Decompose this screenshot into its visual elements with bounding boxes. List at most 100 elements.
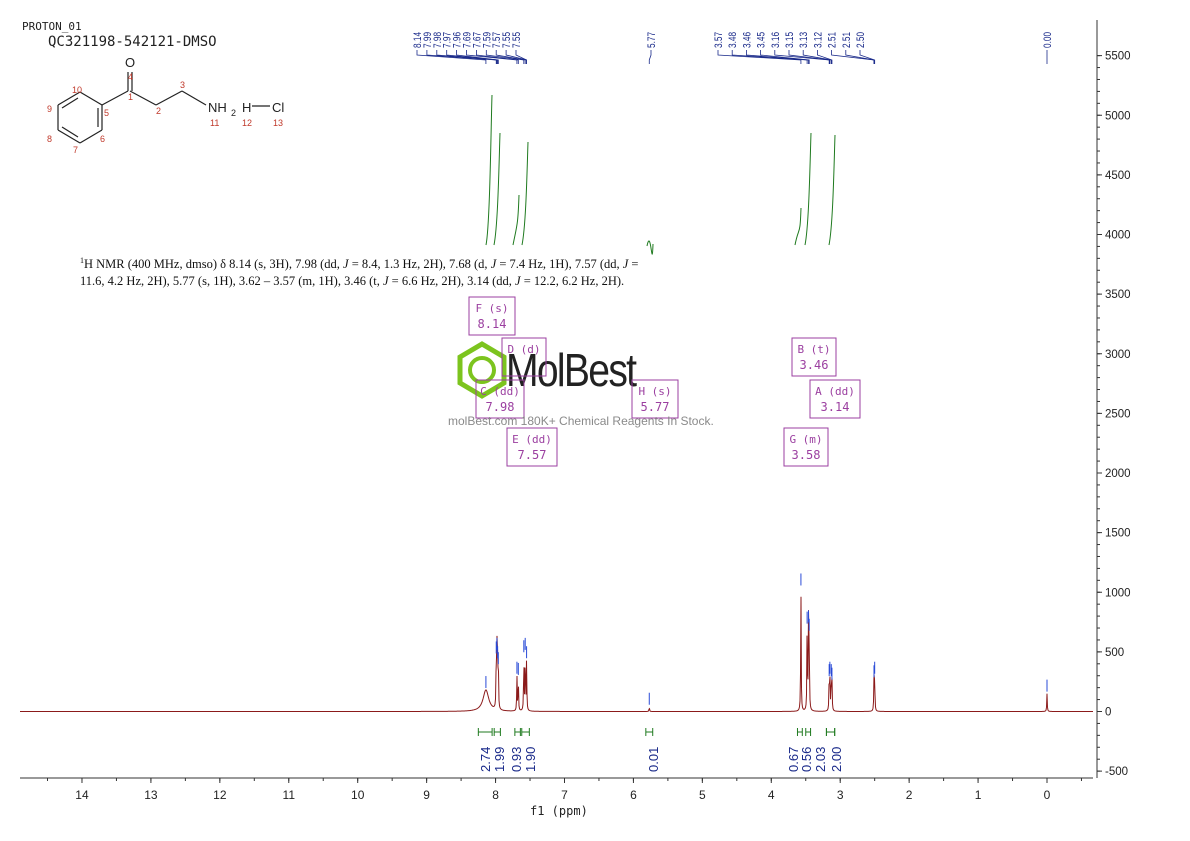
integral-curve: [794, 207, 802, 246]
multiplet-shift: 5.77: [641, 400, 670, 414]
multiplet-box-D: D (d): [501, 337, 547, 377]
integral-curve: [804, 132, 812, 246]
summary-j-1: J: [343, 257, 349, 272]
multiplet-box-H: H (s) 5.77: [631, 379, 679, 419]
x-tick-label: 11: [283, 788, 296, 802]
multiplet-shift: 8.14: [478, 317, 507, 331]
peak-label: 7.55: [501, 32, 513, 48]
integral-value: 0.93: [509, 747, 524, 772]
integral-value: 0.01: [646, 747, 661, 772]
peak-label: 3.12: [812, 32, 824, 48]
peak-label: 7.96: [452, 32, 464, 48]
x-tick-label: 4: [768, 788, 775, 802]
x-tick-label: 7: [561, 788, 568, 802]
peak-label: 2.50: [855, 31, 867, 48]
integral-curve: [828, 134, 836, 246]
peak-label: 2.51: [841, 32, 853, 48]
multiplet-frame: [809, 379, 861, 419]
peak-label-group-3: 3.57 3.48 3.46 3.45 3.16 3.15 3.13 3.12 2.51 2.51…: [713, 31, 876, 64]
y-tick-label: 0: [1105, 707, 1111, 719]
atom-number-6: 6: [100, 134, 105, 144]
peak-label-group-1: 8.147.997.987.977.967.697.677.597.577.55…: [412, 31, 527, 64]
sample-name: QC321198-542121-DMSO: [48, 34, 217, 50]
peak-label: 3.16: [770, 32, 782, 48]
y-tick-label: -500: [1105, 766, 1128, 778]
y-tick-label: 1500: [1105, 528, 1131, 540]
integral-curve: [493, 132, 501, 246]
atom-o: O: [125, 55, 135, 70]
peak-label: 7.67: [471, 32, 483, 48]
multiplet-shift: 3.14: [821, 400, 850, 414]
integral-value: 2.03: [813, 747, 828, 772]
y-tick-label: 3000: [1105, 349, 1131, 361]
y-tick-label: 1000: [1105, 587, 1131, 599]
multiplet-shift: 7.57: [518, 448, 547, 462]
x-tick-label: 9: [423, 788, 430, 802]
y-tick-label: 3500: [1105, 289, 1131, 301]
peak-label: 0.00: [1042, 31, 1054, 48]
y-tick-label: 4000: [1105, 230, 1131, 242]
watermark-tagline: molBest.com 180K+ Chemical Reagents In S…: [448, 414, 714, 428]
atom-h: H: [242, 100, 251, 115]
atom-nh-subscript: 2: [231, 108, 236, 118]
multiplet-box-B: B (t) 3.46: [791, 337, 837, 377]
peak-label-leader: [845, 50, 875, 64]
atom-number-7: 7: [73, 145, 78, 155]
summary-j-2: J: [490, 257, 497, 272]
x-tick-label: 3: [837, 788, 844, 802]
summary-j-5: J: [515, 274, 521, 289]
summary-j-3: J: [622, 257, 629, 272]
peak-label: 7.69: [461, 32, 473, 48]
nmr-summary-text: 1H NMR (400 MHz, dmso) δ 8.14 (s, 3H), 7…: [80, 252, 640, 290]
peak-label: 7.97: [442, 32, 454, 48]
integral-value: 2.00: [829, 747, 844, 772]
peak-label-leader: [717, 50, 802, 64]
multiplet-shift: 3.58: [792, 448, 821, 462]
molecule-structure: O NH 2 H Cl 1 2 3 4 5 6 7 8 9 10 11 12 1…: [47, 55, 284, 155]
multiplet-label: D (d): [507, 343, 540, 356]
x-tick-label: 2: [906, 788, 913, 802]
integral-value: 0.67: [786, 747, 801, 772]
peak-label-leader: [760, 50, 810, 64]
multiplet-box-G: G (m) 3.58: [783, 427, 829, 467]
multiplet-frame: [475, 379, 525, 419]
peak-label-leader: [475, 50, 519, 64]
x-tick-label: 1: [975, 788, 982, 802]
watermark-logo-text: MolBest: [506, 344, 637, 396]
peak-label: 2.51: [827, 32, 839, 48]
peak-label-leader: [485, 50, 525, 64]
peak-label-leader: [456, 50, 499, 64]
peak-label-group-4: 0.00: [1042, 31, 1054, 64]
peak-label-leader: [859, 50, 876, 64]
peak-label-leader: [446, 50, 499, 64]
multiplet-label: C (dd): [480, 385, 520, 398]
peak-label: 3.46: [741, 32, 753, 48]
peak-label-leader: [466, 50, 518, 64]
integral-curve: [512, 194, 520, 246]
peak-label-leader: [774, 50, 830, 64]
x-tick-label: 13: [144, 788, 158, 802]
peak-label: 3.48: [727, 32, 739, 48]
y-tick-label: 5000: [1105, 110, 1131, 122]
summary-superscript: 1: [80, 256, 84, 265]
peak-label: 7.55: [511, 32, 523, 48]
peak-label-group-2: 5.77: [646, 32, 658, 64]
peak-label: 3.57: [713, 32, 725, 48]
peak-label-leader: [515, 50, 527, 64]
y-tick-label: 2000: [1105, 468, 1131, 480]
x-tick-label: 12: [213, 788, 227, 802]
multiplet-box-A: A (dd) 3.14: [809, 379, 861, 419]
multiplet-label: A (dd): [815, 385, 855, 398]
peak-label: 3.13: [798, 32, 810, 48]
integral-value: 1.99: [492, 747, 507, 772]
peak-label: 8.14: [412, 31, 424, 48]
peak-label-leader: [746, 50, 809, 64]
multiplet-frame: [506, 427, 558, 467]
peak-label-leader: [731, 50, 808, 64]
summary-part-5: = 6.6 Hz, 2H), 3.14 (dd,: [388, 274, 516, 289]
atom-number-2: 2: [156, 106, 161, 116]
summary-part-1: H NMR (400 MHz, dmso) δ 8.14 (s, 3H), 7.…: [84, 257, 344, 272]
peak-label-leader: [426, 50, 497, 64]
peak-label: 5.77: [646, 32, 658, 48]
